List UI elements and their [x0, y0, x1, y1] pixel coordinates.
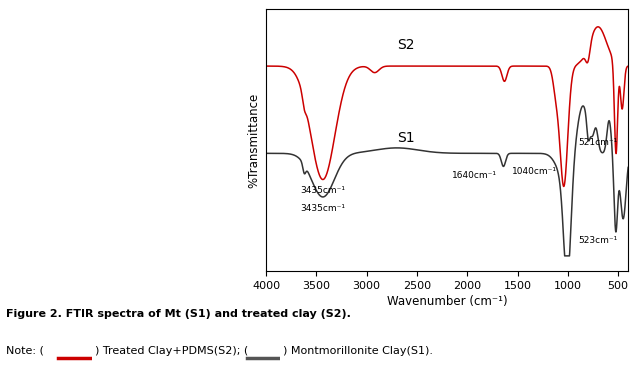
Text: Figure 2. FTIR spectra of Mt (S1) and treated clay (S2).: Figure 2. FTIR spectra of Mt (S1) and tr… — [6, 309, 351, 319]
Y-axis label: %Transmittance: %Transmittance — [247, 93, 260, 188]
X-axis label: Wavenumber (cm⁻¹): Wavenumber (cm⁻¹) — [387, 295, 508, 308]
Text: 1040cm⁻¹: 1040cm⁻¹ — [512, 166, 557, 175]
Text: ) Treated Clay+PDMS(S2); (: ) Treated Clay+PDMS(S2); ( — [95, 346, 248, 356]
Text: Note: (: Note: ( — [6, 346, 44, 356]
Text: ) Montmorillonite Clay(S1).: ) Montmorillonite Clay(S1). — [283, 346, 433, 356]
Text: 3435cm⁻¹: 3435cm⁻¹ — [301, 203, 345, 212]
Text: S1: S1 — [397, 131, 415, 145]
Text: 3435cm⁻¹: 3435cm⁻¹ — [301, 186, 345, 195]
Text: S2: S2 — [397, 38, 414, 52]
Text: 1640cm⁻¹: 1640cm⁻¹ — [453, 171, 497, 180]
Text: 521cm⁻¹: 521cm⁻¹ — [578, 138, 617, 147]
Text: 523cm⁻¹: 523cm⁻¹ — [578, 236, 617, 245]
